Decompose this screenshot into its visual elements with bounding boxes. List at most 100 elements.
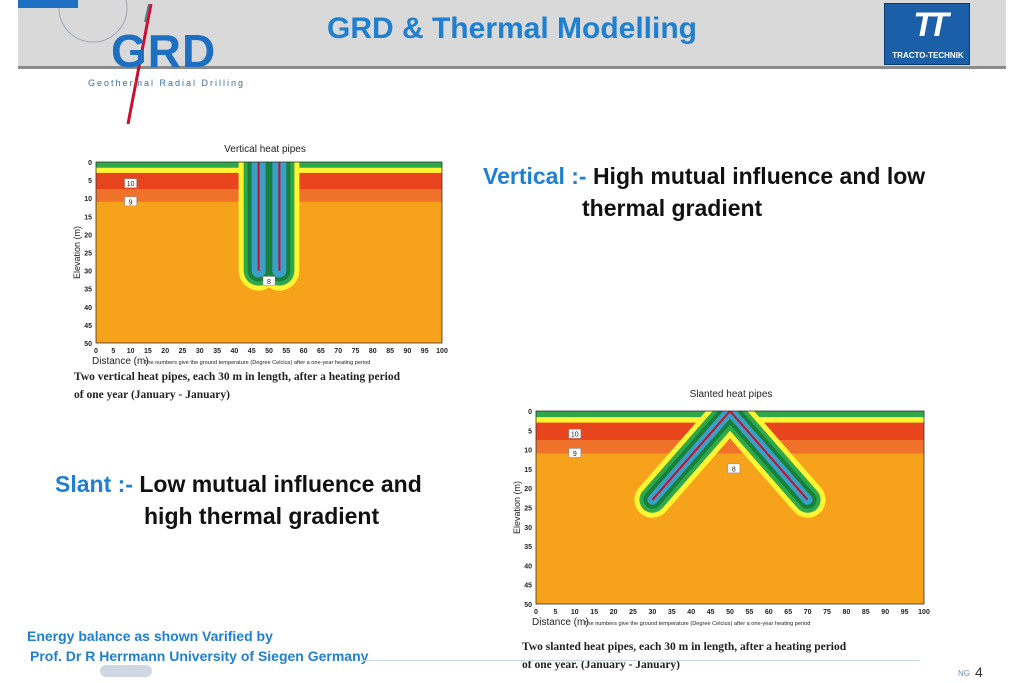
y-tick-label-6: 30 <box>524 525 532 532</box>
y-tick-label-5: 25 <box>84 251 92 258</box>
x-ticks: 0 5 10 15 20 25 30 35 40 45 50 55 60 65 70 75 80 85 90 95 10… <box>534 609 930 616</box>
footer-logo-mark <box>100 665 152 677</box>
chart-slanted-caption-line1: Two slanted heat pipes, each 30 m in len… <box>522 641 847 653</box>
chart-slanted-caption: Two slanted heat pipes, each 30 m in len… <box>522 638 846 674</box>
x-tick-label-18: 90 <box>881 609 889 616</box>
x-axis-label: Distance (m) <box>92 356 149 367</box>
y-tick-label-3: 15 <box>524 467 532 474</box>
chart-vertical-heat-pipes: 0 5 10 15 20 25 30 35 40 45 50 55 60 65 70 75 80 85 90 95 10… <box>72 160 448 367</box>
x-tick-label-0: 0 <box>94 348 98 355</box>
chart-vertical-caption: Two vertical heat pipes, each 30 m in le… <box>74 368 400 404</box>
footer-divider <box>360 660 920 661</box>
drill-emblem-icon <box>18 0 153 125</box>
chart-vertical-title: Vertical heat pipes <box>224 144 306 155</box>
x-tick-label-11: 55 <box>282 348 290 355</box>
x-tick-label-1: 5 <box>553 609 557 616</box>
y-tick-label-6: 30 <box>84 269 92 276</box>
y-tick-label-0: 0 <box>528 409 532 416</box>
x-tick-label-2: 10 <box>127 348 135 355</box>
x-tick-label-19: 95 <box>421 348 429 355</box>
x-tick-label-9: 45 <box>248 348 256 355</box>
grd-logo-text: GRD <box>111 25 217 77</box>
x-tick-label-16: 80 <box>369 348 377 355</box>
x-tick-label-10: 50 <box>726 609 734 616</box>
isotherm-label-1: 9 <box>568 448 582 458</box>
x-tick-label-14: 70 <box>804 609 812 616</box>
x-tick-label-16: 80 <box>843 609 851 616</box>
x-tick-label-7: 35 <box>213 348 221 355</box>
x-tick-label-6: 30 <box>196 348 204 355</box>
axis-note: The numbers give the ground temperature … <box>584 621 810 627</box>
slant-statement-line2: high thermal gradient <box>144 503 380 529</box>
isotherm-label-text-1: 9 <box>129 199 133 206</box>
x-ticks: 0 5 10 15 20 25 30 35 40 45 50 55 60 65 70 75 80 85 90 95 10… <box>94 348 448 355</box>
isotherm-label-text-1: 9 <box>573 451 577 458</box>
chart-slanted-title: Slanted heat pipes <box>689 389 773 400</box>
y-tick-label-10: 50 <box>524 602 532 609</box>
tracto-technik-logo: TT TRACTO-TECHNIK <box>884 3 970 65</box>
chart-slanted-heat-pipes: 0 5 10 15 20 25 30 35 40 45 50 55 60 65 70 75 80 85 90 95 10… <box>512 409 930 628</box>
y-tick-label-1: 5 <box>88 178 92 185</box>
y-tick-label-4: 20 <box>84 232 92 239</box>
x-tick-label-14: 70 <box>334 348 342 355</box>
heat-pipe-0 <box>651 411 731 501</box>
x-tick-label-8: 40 <box>231 348 239 355</box>
axis-note: The numbers give the ground temperature … <box>144 360 370 366</box>
y-tick-label-3: 15 <box>84 214 92 221</box>
x-tick-label-15: 75 <box>823 609 831 616</box>
y-tick-label-0: 0 <box>88 160 92 167</box>
x-tick-label-3: 15 <box>590 609 598 616</box>
energy-balance-note: Energy balance as shown Varified by Prof… <box>27 626 368 666</box>
y-tick-label-7: 35 <box>524 544 532 551</box>
heatmap-field <box>96 162 442 343</box>
slant-statement-line1: Low mutual influence and <box>139 471 422 497</box>
isotherm-label-0: 10 <box>568 428 582 439</box>
plot-frame <box>535 410 925 605</box>
tt-logo-mark: TT <box>913 6 949 44</box>
energy-note-line1: Energy balance as shown Varified by <box>27 628 273 644</box>
y-axis-label: Elevation (m) <box>512 481 522 534</box>
x-tick-label-1: 5 <box>111 348 115 355</box>
y-tick-label-10: 50 <box>84 341 92 348</box>
isotherm-label-0: 10 <box>124 178 137 188</box>
chart-slanted-caption-line2: of one year. (January - January) <box>522 659 681 671</box>
x-tick-label-9: 45 <box>707 609 715 616</box>
x-tick-label-4: 20 <box>610 609 618 616</box>
y-ticks: 0 5 10 15 20 25 30 35 40 45 50 <box>524 409 532 609</box>
x-tick-label-6: 30 <box>649 609 657 616</box>
chart-vertical-caption-line2: of one year (January - January) <box>74 389 230 401</box>
x-tick-label-4: 20 <box>161 348 169 355</box>
x-tick-label-19: 95 <box>901 609 909 616</box>
y-tick-label-9: 45 <box>524 583 532 590</box>
grd-logo: GRD Geothermal Radial Drilling <box>18 0 248 125</box>
header-divider <box>18 66 1006 69</box>
slant-statement: Slant :- Low mutual influence and high t… <box>55 468 422 532</box>
grd-logo-subtitle: Geothermal Radial Drilling <box>88 78 246 88</box>
footer-ng: NG <box>958 669 970 678</box>
x-tick-label-0: 0 <box>534 609 538 616</box>
y-tick-label-8: 40 <box>84 305 92 312</box>
plot-frame <box>95 161 443 344</box>
x-tick-label-12: 60 <box>300 348 308 355</box>
isotherm-label-2: 8 <box>727 463 741 473</box>
x-tick-label-8: 40 <box>687 609 695 616</box>
page-number: 4 <box>975 664 983 680</box>
isotherm-label-2: 8 <box>262 276 276 286</box>
heatmap-field <box>536 411 924 604</box>
x-tick-label-15: 75 <box>352 348 360 355</box>
isotherm-label-text-0: 10 <box>571 432 579 439</box>
vertical-statement-line2: thermal gradient <box>582 195 763 221</box>
page-title: GRD & Thermal Modelling <box>326 12 698 45</box>
y-ticks: 0 5 10 15 20 25 30 35 40 45 50 <box>84 160 92 348</box>
x-tick-label-5: 25 <box>179 348 187 355</box>
vertical-statement-key: Vertical :- <box>483 163 587 189</box>
isotherm-label-text-0: 10 <box>127 181 135 188</box>
energy-note-line2: Prof. Dr R Herrmann University of Siegen… <box>30 648 369 664</box>
x-tick-label-20: 100 <box>918 609 930 616</box>
heat-pipe-1 <box>729 411 809 501</box>
tt-logo-name: TRACTO-TECHNIK <box>892 51 964 60</box>
y-tick-label-7: 35 <box>84 287 92 294</box>
x-tick-label-17: 85 <box>386 348 394 355</box>
x-axis-label: Distance (m) <box>532 617 589 628</box>
y-tick-label-8: 40 <box>524 563 532 570</box>
